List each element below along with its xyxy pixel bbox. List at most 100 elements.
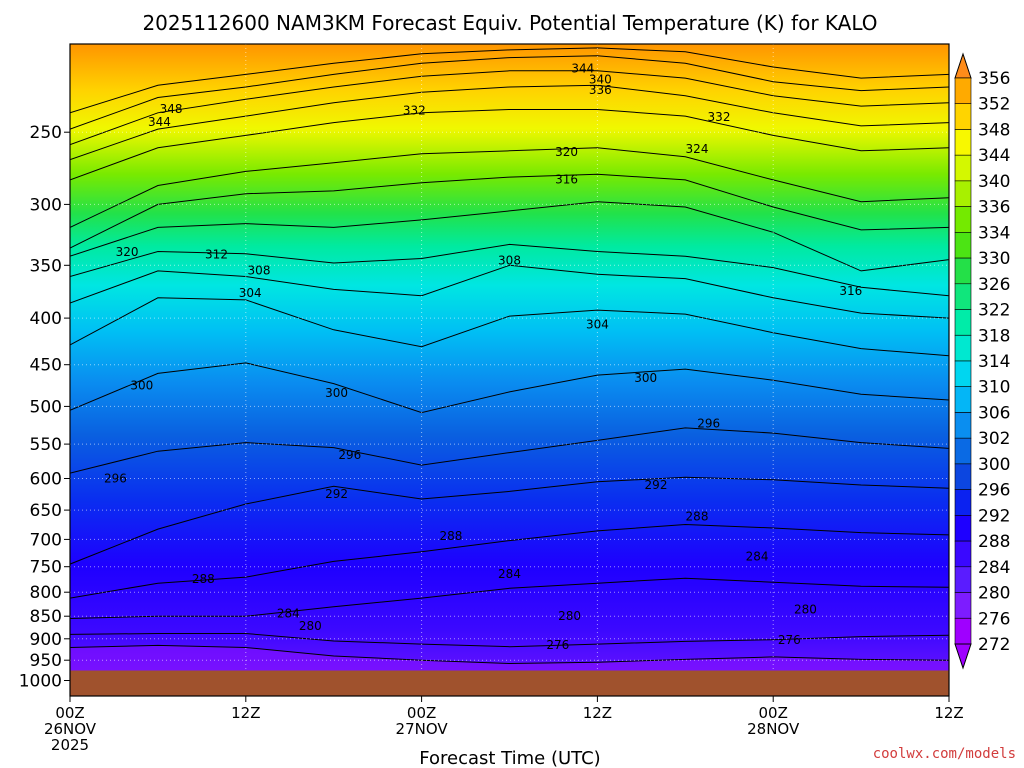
colorbar-swatch	[954, 617, 972, 645]
colorbar-swatch	[954, 412, 972, 439]
contour-label: 336	[589, 83, 612, 97]
x-tick-label: 12Z	[231, 704, 260, 722]
contour-label: 284	[498, 567, 521, 581]
grid-lines	[70, 44, 949, 696]
colorbar-label: 340	[978, 172, 1010, 192]
colorbar-swatch	[954, 566, 972, 593]
colorbar-label: 348	[978, 121, 1010, 141]
contour-label: 292	[325, 487, 348, 501]
colorbar-swatch	[954, 386, 972, 413]
isentrope-312	[70, 243, 949, 297]
theta-background-fill	[70, 44, 949, 696]
isentrope-284	[70, 577, 949, 619]
isentrope-344	[70, 55, 949, 130]
contour-label: 332	[403, 104, 426, 118]
x-axis-label: Forecast Time (UTC)	[419, 748, 600, 768]
colorbar-label: 272	[978, 635, 1010, 655]
contour-label: 340	[589, 72, 612, 86]
isentrope-332	[70, 109, 949, 181]
x-tick-label: 00Z	[407, 704, 436, 722]
colorbar-label: 284	[978, 558, 1010, 578]
colorbar-swatch	[954, 283, 972, 310]
contour-label: 296	[697, 417, 720, 431]
isentrope-lines	[70, 47, 949, 665]
credit-text: coolwx.com/models	[873, 746, 1016, 762]
colorbar-top-arrow	[954, 52, 972, 79]
contour-label: 320	[555, 145, 578, 159]
contour-label: 280	[299, 619, 322, 633]
contour-label: 284	[746, 550, 769, 564]
colorbar-label: 306	[978, 404, 1010, 424]
isentrope-348	[70, 47, 949, 114]
colorbar-swatch	[954, 334, 972, 362]
isentrope-340	[70, 70, 949, 146]
colorbar-label: 336	[978, 198, 1010, 218]
contour-label: 280	[558, 609, 581, 623]
x-tick-label: 12Z	[934, 704, 963, 722]
colorbar-label: 326	[978, 275, 1010, 295]
colorbar-label: 334	[978, 223, 1010, 243]
contour-label: 308	[498, 253, 521, 267]
isentrope-276	[70, 644, 949, 665]
y-tick-label: 700	[30, 530, 62, 550]
y-tick-label: 600	[30, 470, 62, 490]
colorbar-swatch	[954, 592, 972, 619]
y-axis: 250 300 350 400 450 500 550 600 650 700 750 800 850 9…	[19, 123, 70, 692]
colorbar-swatch	[954, 129, 972, 156]
colorbar-label: 314	[978, 352, 1010, 372]
contour-label: 316	[555, 172, 578, 186]
contour-label: 284	[277, 606, 300, 620]
colorbar-swatch	[954, 77, 972, 105]
y-tick-label: 900	[30, 630, 62, 650]
contour-label: 348	[160, 102, 183, 116]
colorbar-label: 288	[978, 532, 1010, 552]
colorbar-swatch	[954, 309, 972, 336]
y-tick-label: 800	[30, 583, 62, 603]
colorbar-swatch	[954, 437, 972, 465]
y-tick-label: 1000	[19, 672, 62, 692]
isentrope-296	[70, 427, 949, 474]
contour-label: 320	[116, 245, 139, 259]
plot-frame	[69, 43, 950, 697]
isentrope-300	[70, 362, 949, 414]
contour-label: 332	[708, 110, 731, 124]
colorbar-label: 318	[978, 326, 1010, 346]
colorbar-label: 330	[978, 249, 1010, 269]
contour-label: 304	[586, 318, 609, 332]
colorbar-swatch	[954, 180, 972, 207]
isentrope-304	[70, 297, 949, 357]
colorbar-label: 356	[978, 69, 1010, 89]
colorbar-label: 344	[978, 146, 1010, 166]
x-tick-label: 00Z	[55, 704, 84, 722]
contour-label: 308	[248, 263, 271, 277]
contour-label: 292	[645, 478, 668, 492]
colorbar-label: 292	[978, 506, 1010, 526]
colorbar-label: 302	[978, 429, 1010, 449]
contour-label: 296	[104, 472, 127, 486]
isentrope-320	[70, 173, 949, 249]
isentrope-324	[70, 147, 949, 228]
y-tick-label: 750	[30, 558, 62, 578]
x-tick-label: 2025	[51, 736, 89, 754]
x-tick-label: 12Z	[583, 704, 612, 722]
contour-label: 288	[686, 509, 709, 523]
y-tick-label: 550	[30, 435, 62, 455]
colorbar-swatch	[954, 360, 972, 388]
isentrope-288	[70, 523, 949, 599]
colorbar-label: 276	[978, 609, 1010, 629]
y-tick-label: 300	[30, 195, 62, 215]
colorbar-bottom-arrow	[954, 643, 972, 670]
y-tick-label: 650	[30, 501, 62, 521]
colorbar-swatch	[954, 463, 972, 490]
contour-label: 296	[338, 448, 361, 462]
chart-title: 2025112600 NAM3KM Forecast Equiv. Potent…	[142, 11, 877, 35]
colorbar-swatch	[954, 206, 972, 233]
contour-label: 344	[148, 115, 171, 129]
colorbar-swatch	[954, 515, 972, 542]
contour-label: 304	[239, 286, 262, 300]
colorbar: 356 352 348 344 340 336 334 330 326 322 318 314 310 3…	[954, 52, 1010, 670]
isentrope-292	[70, 476, 949, 565]
